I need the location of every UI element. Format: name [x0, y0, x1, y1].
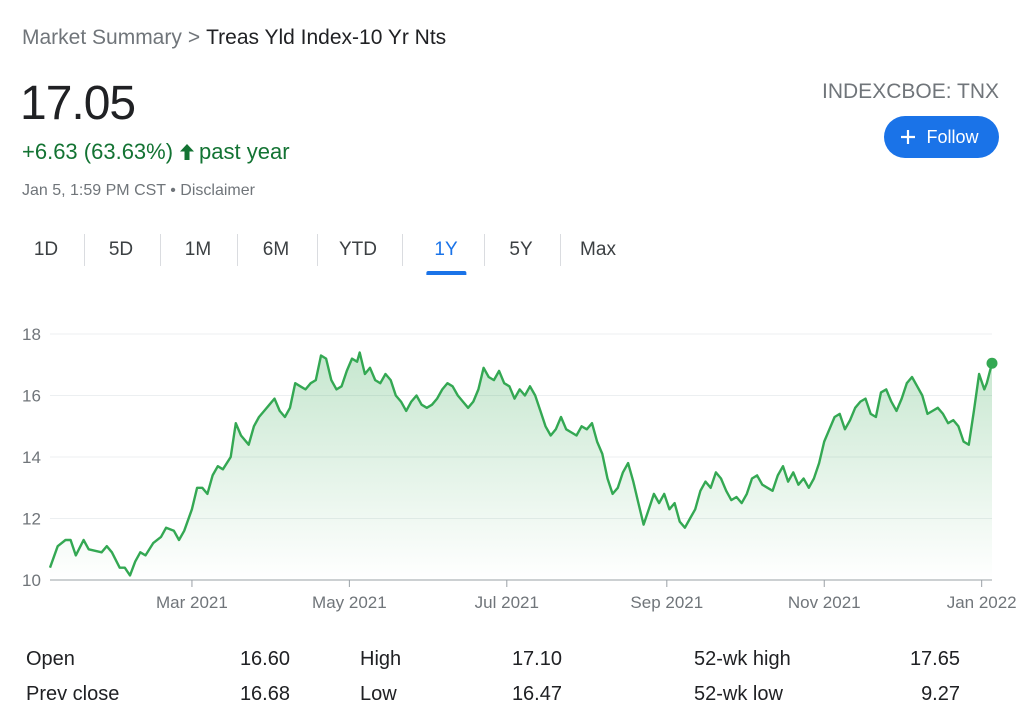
stat-value-high: 17.10 — [511, 648, 562, 670]
x-tick-label: Jan 2022 — [947, 593, 1017, 612]
stat-label-open: Open — [26, 648, 75, 670]
breadcrumb-separator: > — [187, 26, 201, 49]
y-tick-label: 12 — [22, 510, 41, 529]
tab-6m[interactable]: 6M — [263, 228, 289, 272]
follow-button[interactable]: Follow — [884, 116, 999, 158]
x-tick-label: Jul 2021 — [475, 593, 539, 612]
stat-value-52-wk-high: 17.65 — [909, 648, 960, 670]
stat-value-prev-close: 16.68 — [239, 683, 290, 705]
tab-divider — [237, 234, 238, 266]
breadcrumb: Market Summary > Treas Yld Index-10 Yr Nts — [22, 26, 446, 50]
tab-label: 5Y — [509, 239, 533, 260]
last-point-marker — [986, 357, 998, 369]
tab-1d[interactable]: 1D — [34, 228, 58, 272]
bullet-separator: • — [170, 182, 176, 199]
tab-label: YTD — [339, 239, 377, 260]
x-tick-label: Nov 2021 — [788, 593, 861, 612]
breadcrumb-current: Treas Yld Index-10 Yr Nts — [206, 26, 447, 49]
key-stats: Open 16.60 Prev close 16.68 High 17.10 Low 16.4… — [0, 642, 1027, 722]
ticker-symbol: INDEXCBOE: TNX — [822, 80, 999, 103]
change-value: +6.63 (63.63%) — [22, 139, 174, 164]
yield-line-chart[interactable]: 10 12 14 16 18 Mar 2021 May 2021 Jul 2021 Sep 20… — [0, 300, 1027, 620]
tab-divider — [317, 234, 318, 266]
y-tick-label: 16 — [22, 387, 41, 406]
range-tabs: 1D 5D 1M 6M YTD 1Y 5Y Max — [0, 228, 660, 275]
disclaimer-link[interactable]: Disclaimer — [180, 182, 255, 199]
x-tick-label: May 2021 — [312, 593, 387, 612]
tab-1m[interactable]: 1M — [185, 228, 211, 272]
current-price: 17.05 — [20, 77, 136, 130]
stat-label-52-wk-low: 52-wk low — [694, 683, 783, 705]
plus-icon — [900, 129, 916, 145]
stat-value-open: 16.60 — [239, 648, 290, 670]
tab-divider — [560, 234, 561, 266]
series-line — [48, 351, 994, 577]
stat-label-low: Low — [360, 683, 397, 705]
tab-5y[interactable]: 5Y — [509, 228, 532, 272]
tab-label: 5D — [108, 239, 134, 260]
follow-label: Follow — [926, 126, 979, 147]
x-tick-label: Sep 2021 — [630, 593, 703, 612]
tab-label: Max — [580, 239, 616, 260]
tab-divider — [160, 234, 161, 266]
arrow-up-icon — [179, 143, 195, 161]
stat-label-52-wk-high: 52-wk high — [694, 648, 791, 670]
stat-label-prev-close: Prev close — [26, 683, 120, 705]
tab-label: 1Y — [434, 239, 458, 260]
stat-value-52-wk-low: 9.27 — [921, 683, 960, 705]
tab-divider — [402, 234, 403, 266]
tab-divider — [484, 234, 485, 266]
tab-label: 1D — [33, 239, 59, 260]
tab-label: 6M — [262, 239, 290, 260]
tab-divider — [84, 234, 85, 266]
stat-label-high: High — [360, 648, 402, 670]
active-tab-underline — [426, 271, 466, 275]
tab-5d[interactable]: 5D — [109, 228, 133, 272]
price-change: +6.63 (63.63%) past year — [22, 139, 290, 165]
x-tick-label: Mar 2021 — [156, 593, 228, 612]
breadcrumb-parent-link[interactable]: Market Summary — [22, 26, 182, 49]
timestamp-text: Jan 5, 1:59 PM CST — [22, 182, 166, 199]
change-period: past year — [199, 139, 290, 164]
y-tick-label: 14 — [22, 448, 41, 467]
series-area-fill — [50, 352, 992, 580]
y-tick-label: 10 — [22, 571, 41, 590]
y-tick-label: 18 — [22, 325, 41, 344]
tab-1y[interactable]: 1Y — [426, 228, 466, 275]
stat-value-low: 16.47 — [511, 683, 562, 705]
tab-max[interactable]: Max — [580, 228, 616, 272]
tab-ytd[interactable]: YTD — [339, 228, 377, 272]
quote-timestamp: Jan 5, 1:59 PM CST • Disclaimer — [22, 182, 255, 200]
tab-label: 1M — [184, 239, 212, 260]
